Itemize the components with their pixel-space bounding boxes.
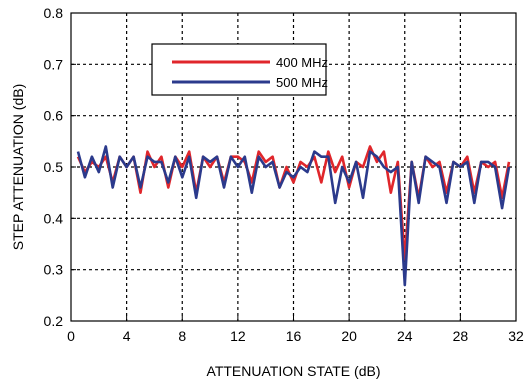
- x-tick-label: 28: [453, 328, 469, 344]
- x-tick-label: 4: [123, 328, 131, 344]
- x-tick-label: 20: [341, 328, 357, 344]
- y-tick-label: 0.8: [44, 5, 64, 21]
- x-tick-label: 12: [230, 328, 246, 344]
- legend-label-500mhz: 500 MHz: [276, 75, 328, 90]
- series-line-500mhz: [76, 145, 511, 287]
- y-tick-label: 0.6: [44, 108, 64, 124]
- legend-label-400mhz: 400 MHz: [276, 55, 328, 70]
- x-axis-label: ATTENUATION STATE (dB): [207, 363, 381, 379]
- x-tick-label: 16: [286, 328, 302, 344]
- legend: 400 MHz 500 MHz: [151, 43, 328, 96]
- y-tick-label: 0.5: [44, 159, 64, 175]
- y-tick-label: 0.4: [44, 210, 64, 226]
- tick-labels: 0 4 8 12 16 20 24 28 32 0.2 0.3 0.4 0.5 0.6 0.7 0.8: [44, 5, 524, 344]
- y-tick-label: 0.2: [44, 313, 64, 329]
- legend-box: [151, 43, 327, 96]
- x-tick-label: 24: [397, 328, 413, 344]
- ticks: [70, 12, 517, 322]
- y-tick-label: 0.3: [44, 262, 64, 278]
- x-tick-label: 8: [178, 328, 186, 344]
- y-axis-label: STEP ATTENUATION (dB): [10, 84, 26, 250]
- series-line-400mhz: [76, 145, 511, 261]
- x-tick-label: 0: [67, 328, 75, 344]
- series-layer: [76, 145, 511, 287]
- y-tick-label: 0.7: [44, 56, 64, 72]
- x-tick-label: 32: [508, 328, 524, 344]
